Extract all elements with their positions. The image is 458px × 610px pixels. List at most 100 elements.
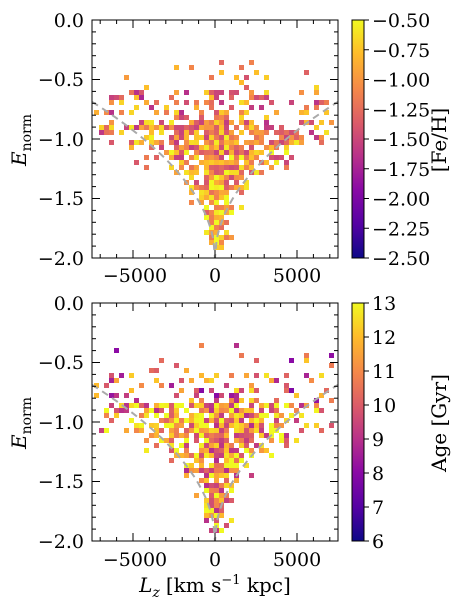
heatmap-cell	[159, 418, 164, 423]
heatmap-cell	[194, 418, 199, 423]
heatmap-cell	[179, 418, 184, 423]
heatmap-cell	[244, 165, 249, 170]
heatmap-cell	[184, 428, 189, 433]
heatmap-cell	[99, 428, 104, 433]
heatmap-cell	[274, 155, 279, 160]
heatmap-cell	[109, 120, 114, 125]
heatmap-cell	[209, 453, 214, 458]
heatmap-cell	[239, 145, 244, 150]
heatmap-cell	[329, 353, 334, 358]
heatmap-cell	[189, 185, 194, 190]
heatmap-cell	[199, 120, 204, 125]
heatmap-cell	[224, 468, 229, 473]
heatmap-cell	[229, 488, 234, 493]
heatmap-cell	[214, 90, 219, 95]
heatmap-cell	[314, 100, 319, 105]
heatmap-cell	[144, 85, 149, 90]
heatmap-cell	[224, 523, 229, 528]
heatmap-cell	[179, 155, 184, 160]
heatmap-cell	[234, 468, 239, 473]
heatmap-cell	[244, 140, 249, 145]
heatmap-cell	[199, 125, 204, 130]
heatmap-cell	[229, 423, 234, 428]
heatmap-cell	[214, 155, 219, 160]
heatmap-cell	[209, 488, 214, 493]
heatmap-cell	[139, 140, 144, 145]
y-tick-label: −2.0	[38, 531, 84, 553]
heatmap-cell	[239, 190, 244, 195]
heatmap-cell	[264, 95, 269, 100]
heatmap-cell	[144, 413, 149, 418]
heatmap-cell	[149, 130, 154, 135]
heatmap-cell	[239, 418, 244, 423]
colorbar-tick-label: −1.25	[372, 99, 430, 121]
heatmap-cell	[219, 513, 224, 518]
heatmap-cell	[139, 413, 144, 418]
heatmap-cell	[194, 413, 199, 418]
heatmap-cell	[159, 428, 164, 433]
heatmap-cell	[284, 165, 289, 170]
heatmap-cell	[229, 150, 234, 155]
heatmap-cell	[274, 403, 279, 408]
heatmap-cell	[109, 378, 114, 383]
heatmap-cell	[279, 135, 284, 140]
heatmap-cell	[274, 408, 279, 413]
heatmap-cell	[134, 428, 139, 433]
heatmap-cell	[124, 75, 129, 80]
heatmap-cell	[179, 160, 184, 165]
heatmap-cell	[174, 115, 179, 120]
heatmap-cell	[219, 115, 224, 120]
heatmap-cell	[309, 130, 314, 135]
heatmap-cell	[219, 140, 224, 145]
heatmap-cell	[214, 180, 219, 185]
heatmap-cell	[194, 393, 199, 398]
heatmap-cell	[104, 408, 109, 413]
heatmap-cell	[239, 120, 244, 125]
heatmap-cell	[234, 433, 239, 438]
heatmap-cell	[264, 120, 269, 125]
heatmap-cell	[184, 368, 189, 373]
heatmap-cell	[269, 125, 274, 130]
heatmap-cell	[219, 120, 224, 125]
heatmap-cell	[199, 398, 204, 403]
heatmap-cell	[314, 408, 319, 413]
heatmap-cell	[249, 448, 254, 453]
heatmap-cell	[179, 388, 184, 393]
heatmap-cell	[219, 498, 224, 503]
heatmap-cell	[229, 418, 234, 423]
heatmap-cell	[289, 403, 294, 408]
heatmap-cell	[184, 130, 189, 135]
y-tick-label: 0.0	[54, 10, 84, 32]
heatmap-cell	[239, 458, 244, 463]
heatmap-cell	[244, 110, 249, 115]
heatmap-cell	[154, 100, 159, 105]
heatmap-cell	[134, 423, 139, 428]
heatmap-cell	[149, 105, 154, 110]
heatmap-cell	[204, 185, 209, 190]
heatmap-cell	[309, 120, 314, 125]
heatmap-cell	[219, 165, 224, 170]
heatmap-cell	[209, 120, 214, 125]
heatmap-cell	[329, 423, 334, 428]
heatmap-cell	[299, 140, 304, 145]
heatmap-cell	[199, 115, 204, 120]
heatmap-cell	[219, 135, 224, 140]
heatmap-cell	[284, 388, 289, 393]
heatmap-cell	[219, 175, 224, 180]
heatmap-cell	[254, 423, 259, 428]
heatmap-cell	[229, 120, 234, 125]
heatmap-cell	[294, 393, 299, 398]
heatmap-cell	[314, 403, 319, 408]
heatmap-cell	[154, 403, 159, 408]
heatmap-cell	[224, 220, 229, 225]
heatmap-cell	[299, 90, 304, 95]
heatmap-cell	[204, 418, 209, 423]
heatmap-cell	[154, 110, 159, 115]
heatmap-cell	[194, 433, 199, 438]
heatmap-cell	[184, 135, 189, 140]
heatmap-cell	[199, 433, 204, 438]
heatmap-cell	[209, 195, 214, 200]
heatmap-cell	[189, 145, 194, 150]
heatmap-cell	[199, 343, 204, 348]
